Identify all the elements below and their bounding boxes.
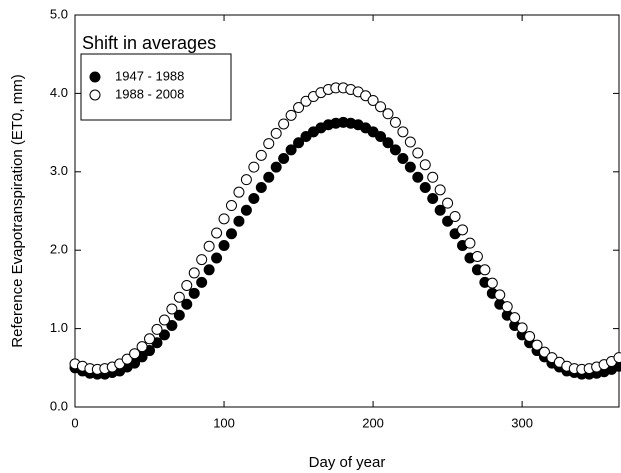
x-tick-label: 0: [71, 415, 78, 430]
y-tick-label: 3.0: [50, 163, 68, 178]
data-point: [166, 303, 178, 315]
data-point: [293, 102, 305, 114]
data-point: [404, 136, 416, 148]
y-axis-label: Reference Evapotranspiration (ET0, mm): [9, 74, 26, 347]
data-point: [151, 323, 163, 335]
data-point: [218, 239, 230, 251]
data-point: [538, 346, 550, 358]
data-point: [211, 227, 223, 239]
y-tick-label: 4.0: [50, 85, 68, 100]
data-point: [173, 309, 185, 321]
data-point: [375, 101, 387, 113]
x-axis-label: Day of year: [309, 454, 386, 471]
data-point: [285, 109, 297, 121]
data-point: [613, 352, 621, 364]
data-point: [144, 333, 156, 345]
data-point: [389, 116, 401, 128]
data-point: [248, 161, 260, 173]
data-point: [494, 289, 506, 301]
data-point: [278, 152, 290, 164]
data-point: [255, 149, 267, 161]
data-point: [263, 171, 275, 183]
data-point: [278, 118, 290, 130]
data-point: [419, 159, 431, 171]
data-point: [382, 137, 394, 149]
legend-marker: [89, 71, 101, 83]
plot-frame: [74, 14, 620, 408]
data-point: [233, 186, 245, 198]
data-point: [434, 184, 446, 196]
data-point: [412, 171, 424, 183]
data-point: [240, 204, 252, 216]
data-point: [397, 126, 409, 138]
y-tick-label: 5.0: [50, 6, 68, 21]
data-point: [397, 152, 409, 164]
data-point: [479, 264, 491, 276]
data-point: [389, 144, 401, 156]
data-point: [181, 298, 193, 310]
data-point: [270, 127, 282, 139]
data-point: [442, 197, 454, 209]
data-point: [181, 279, 193, 291]
data-point: [427, 171, 439, 183]
data-point: [248, 192, 260, 204]
data-point: [188, 267, 200, 279]
data-point: [240, 174, 252, 186]
data-point: [263, 138, 275, 150]
data-point: [158, 329, 170, 341]
data-point: [136, 341, 148, 353]
data-point: [196, 276, 208, 288]
data-point: [121, 353, 133, 365]
data-point: [486, 277, 498, 289]
x-tick-label: 200: [362, 415, 384, 430]
data-point: [158, 314, 170, 326]
legend-marker: [89, 89, 101, 101]
data-point: [225, 228, 237, 240]
data-point: [457, 224, 469, 236]
data-point: [375, 131, 387, 143]
annotation: Shift in averages: [82, 33, 216, 53]
data-point: [367, 94, 379, 106]
x-tick-label: 300: [511, 415, 533, 430]
data-point: [524, 330, 536, 342]
data-point: [211, 252, 223, 264]
data-point: [233, 215, 245, 227]
data-point: [412, 147, 424, 159]
y-tick-label: 0.0: [50, 398, 68, 413]
data-point: [531, 339, 543, 351]
data-point: [188, 287, 200, 299]
x-tick-label: 100: [213, 415, 235, 430]
data-point: [404, 161, 416, 173]
data-point: [434, 204, 446, 216]
legend-box: [80, 53, 232, 121]
data-point: [382, 108, 394, 120]
data-point: [471, 250, 483, 262]
data-point: [203, 240, 215, 252]
data-point: [449, 210, 461, 222]
data-point: [285, 144, 297, 156]
data-point: [255, 181, 267, 193]
y-tick-label: 1.0: [50, 320, 68, 335]
data-point: [173, 291, 185, 303]
data-point: [293, 137, 305, 149]
data-point: [129, 348, 141, 360]
data-point: [196, 254, 208, 266]
data-point: [516, 322, 528, 334]
data-point: [218, 213, 230, 225]
legend-label: 1947 - 1988: [115, 68, 184, 83]
data-point: [270, 161, 282, 173]
data-point: [427, 192, 439, 204]
data-point: [419, 181, 431, 193]
data-point: [203, 264, 215, 276]
data-point: [225, 200, 237, 212]
data-point: [464, 237, 476, 249]
y-tick-label: 2.0: [50, 242, 68, 257]
data-point: [166, 319, 178, 331]
data-point: [501, 301, 513, 313]
data-point: [509, 312, 521, 324]
legend-label: 1988 - 2008: [115, 86, 184, 101]
